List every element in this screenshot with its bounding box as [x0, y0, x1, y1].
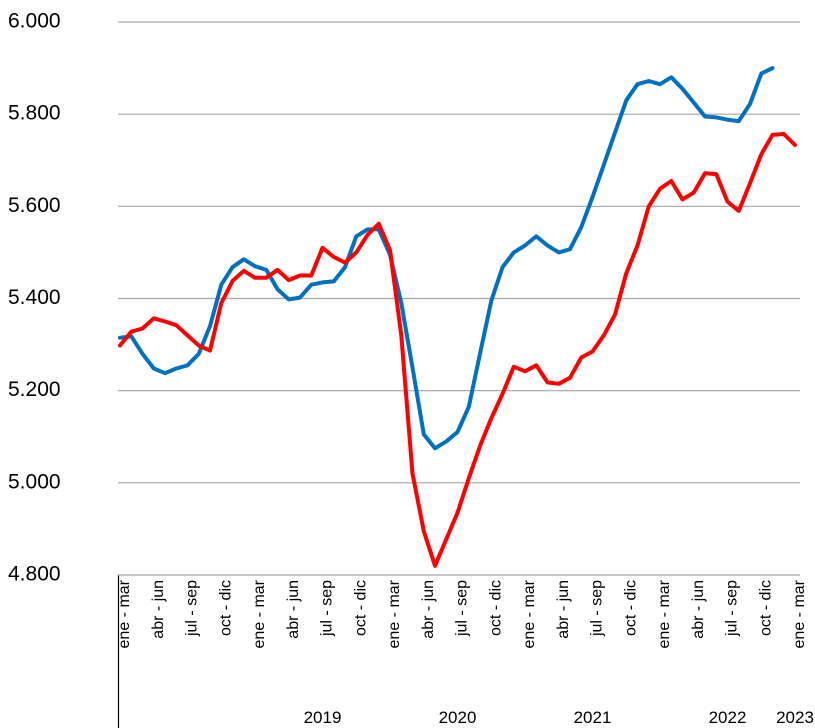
y-tick-label: 4.800 — [8, 563, 61, 586]
x-tick-label: abr - jun — [555, 580, 572, 639]
x-tick-label: jul - sep — [589, 580, 606, 637]
year-label: 2023 — [776, 708, 814, 727]
x-tick-label: oct - dic — [757, 580, 774, 636]
series-line — [118, 132, 797, 568]
x-tick-label: jul - sep — [724, 580, 741, 637]
x-tick-label: ene - mar — [116, 579, 133, 648]
y-tick-label: 5.600 — [8, 194, 61, 217]
y-tick-label: 5.200 — [8, 378, 61, 401]
x-tick-label: jul - sep — [319, 580, 336, 637]
year-label: 2019 — [304, 708, 342, 727]
year-label: 2020 — [439, 708, 477, 727]
x-tick-label: ene - mar — [656, 579, 673, 648]
x-tick-label: ene - mar — [521, 579, 538, 648]
x-tick-label: ene - mar — [386, 579, 403, 648]
x-tick-label: abr - jun — [150, 580, 167, 639]
y-tick-label: 5.000 — [8, 470, 61, 493]
y-tick-label: 5.400 — [8, 286, 61, 309]
x-tick-label: oct - dic — [352, 580, 369, 636]
year-label: 2021 — [574, 708, 612, 727]
series-line — [118, 66, 775, 451]
x-tick-label: oct - dic — [487, 580, 504, 636]
x-tick-label: ene - mar — [791, 579, 808, 648]
x-tick-label: oct - dic — [217, 580, 234, 636]
x-tick-label: oct - dic — [622, 580, 639, 636]
y-tick-label: 6.000 — [8, 10, 61, 33]
x-tick-label: jul - sep — [454, 580, 471, 637]
y-tick-label: 5.800 — [8, 102, 61, 125]
x-tick-label: abr - jun — [420, 580, 437, 639]
x-tick-label: jul - sep — [184, 580, 201, 637]
x-tick-label: abr - jun — [690, 580, 707, 639]
year-label: 2022 — [709, 708, 747, 727]
x-tick-label: ene - mar — [251, 579, 268, 648]
x-tick-label: abr - jun — [285, 580, 302, 639]
